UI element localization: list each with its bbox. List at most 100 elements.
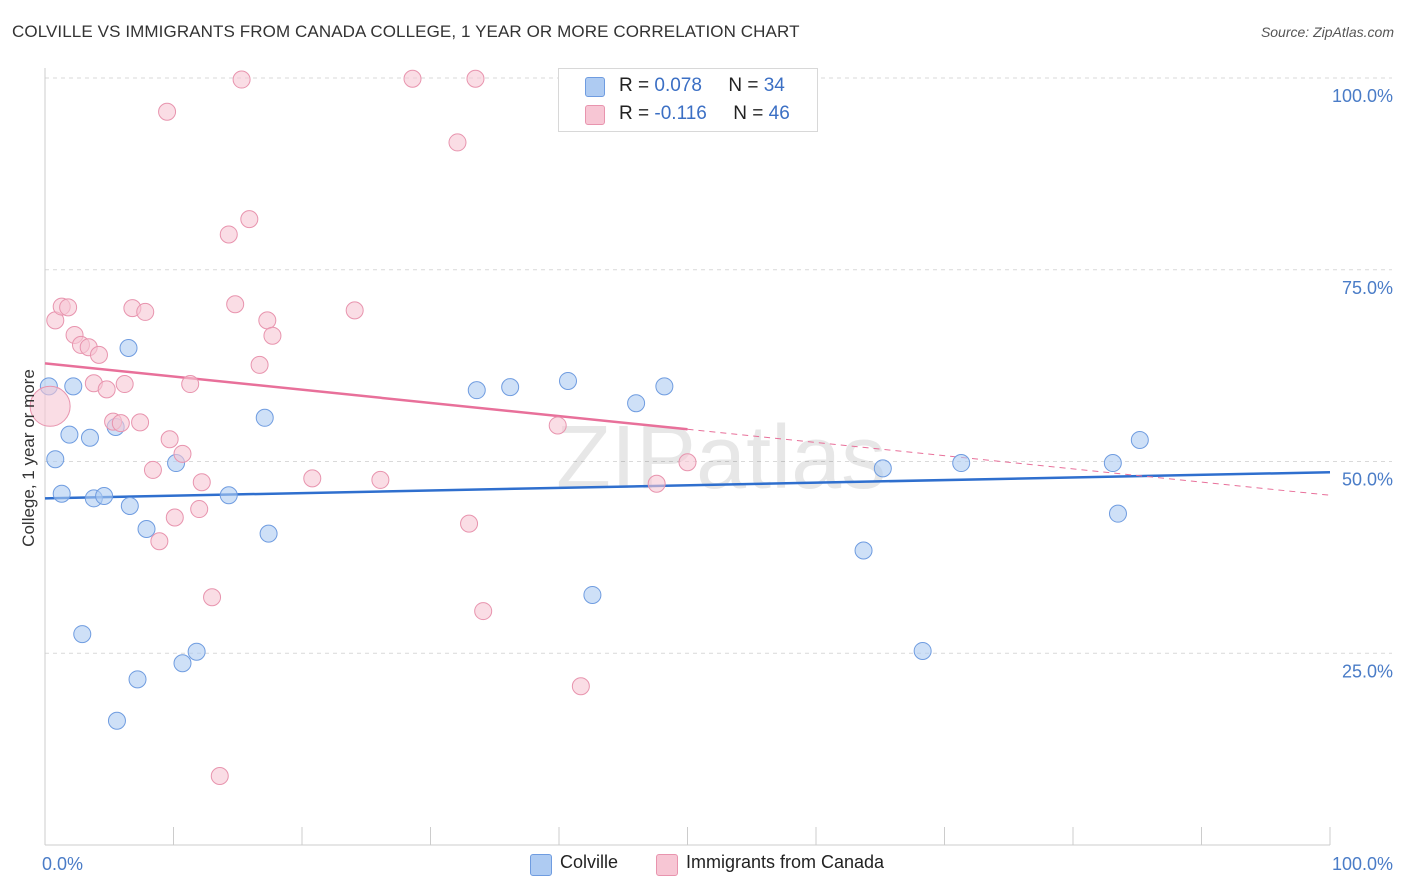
canada-point [448,133,467,152]
canada-point [548,416,567,435]
data-points [29,69,1149,785]
canada-point [158,102,177,121]
colville-point [913,641,932,660]
canada-point [97,380,116,399]
canada-point [460,514,479,533]
axis-labels: 25.0% 50.0% 75.0% 100.0% 0.0% 100.0% College, … [19,86,1393,874]
canada-point [210,766,229,785]
colville-swatch [585,77,605,97]
trend-line-0 [44,470,1331,500]
canada-point [258,311,277,330]
colville-point [60,425,79,444]
colville-point [173,654,192,673]
canada-point [226,295,245,314]
canada-point [190,500,209,519]
canada-legend-swatch [656,854,678,876]
canada-swatch [585,105,605,125]
colville-point [583,585,602,604]
colville-point [655,377,674,396]
trend-line-extension-1 [687,428,1331,496]
r-label: R = [619,75,650,96]
colville-point [187,642,206,661]
canada-point [240,210,259,229]
colville-point [558,371,577,390]
y-tick-label: 25.0% [1342,661,1393,681]
watermark: ZIPatlas [556,408,886,508]
colville-point [107,711,126,730]
canada-point [111,414,130,433]
colville-point [219,486,238,505]
legend-label-colville: Colville [560,852,619,872]
canada-point [89,345,108,364]
canada-point [115,375,134,394]
canada-point [345,301,364,320]
colville-point [64,377,83,396]
colville-point [873,459,892,478]
canada-point [219,225,238,244]
canada-point [263,326,282,345]
canada-point [303,469,322,488]
colville-point [128,670,147,689]
stats-legend: R = 0.078 N = 34 R = -0.116 N = 46 [558,68,818,132]
colville-point [467,381,486,400]
canada-point [250,355,269,374]
canada-point [203,588,222,607]
canada-point [571,677,590,696]
n-value-colville: 34 [763,75,785,96]
trend-lines [44,362,1331,500]
r-value-canada: -0.116 [654,103,707,124]
trend-line-1 [44,362,688,431]
n-value-canada: 46 [768,103,790,124]
colville-point [255,408,274,427]
canada-point [232,70,251,89]
x-tick-label-min: 0.0% [42,854,83,874]
y-tick-label: 100.0% [1332,86,1393,106]
colville-point [1103,454,1122,473]
colville-point [73,625,92,644]
y-tick-label: 75.0% [1342,278,1393,298]
colville-point [259,524,278,543]
canada-point [131,413,150,432]
canada-point [150,532,169,551]
colville-point [80,428,99,447]
legend-label-canada: Immigrants from Canada [686,852,885,872]
colville-point [1108,504,1127,523]
y-tick-label: 50.0% [1342,470,1393,490]
canada-point [29,385,71,427]
colville-point [119,338,138,357]
colville-point [952,454,971,473]
colville-point [501,378,520,397]
r-value-colville: 0.078 [654,75,702,96]
canada-point [371,470,390,489]
axes [44,68,1331,846]
canada-point [136,302,155,321]
canada-point [181,375,200,394]
source-credit: Source: ZipAtlas.com [1260,24,1394,40]
canada-point [59,298,78,317]
r-label: R = [619,103,650,124]
n-label: N = [733,103,764,124]
colville-point [120,496,139,515]
canada-point [474,602,493,621]
colville-point [46,450,65,469]
colville-point [137,519,156,538]
n-label: N = [728,75,759,96]
colville-legend-swatch [530,854,552,876]
canada-point [165,508,184,527]
canada-point [173,444,192,463]
canada-point [143,460,162,479]
canada-point [192,473,211,492]
canada-point [647,474,666,493]
x-tick-label-max: 100.0% [1332,854,1393,874]
canada-point [160,430,179,449]
y-axis-label: College, 1 year or more [19,369,38,547]
canada-point [466,69,485,88]
canada-point [678,453,697,472]
colville-point [627,394,646,413]
grid-lines [45,77,1392,654]
colville-point [52,484,71,503]
chart-title: COLVILLE VS IMMIGRANTS FROM CANADA COLLE… [12,22,800,41]
colville-point [95,487,114,506]
colville-point [854,541,873,560]
